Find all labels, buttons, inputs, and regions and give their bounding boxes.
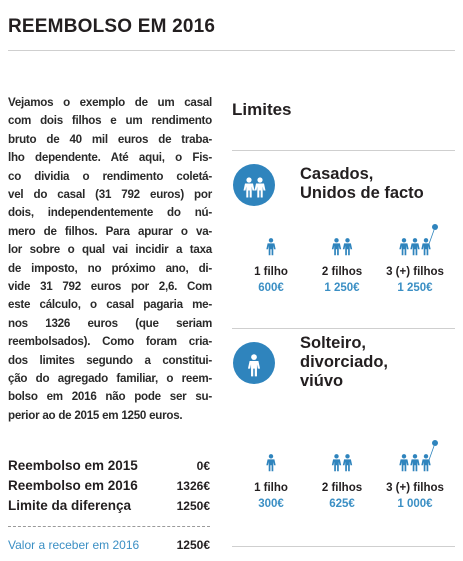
group-value: 1 250€ (397, 282, 433, 294)
group-label: 3 (+) filhos (386, 266, 444, 278)
person-head (345, 238, 350, 243)
group-value: 1 000€ (397, 498, 433, 510)
person-head (268, 454, 274, 459)
person-head (334, 238, 339, 243)
person-head (251, 354, 257, 360)
balloon (432, 224, 438, 230)
paragraph-line: lor sobre o qual vai incidir a taxa (8, 243, 212, 257)
group-value: 300€ (258, 498, 284, 510)
balloon-string (428, 229, 435, 245)
person-body (243, 183, 255, 198)
group-value: 625€ (329, 498, 355, 510)
paragraph-line: mero de filhos. Para apurar o va- (8, 224, 212, 238)
limits-title: Limites (232, 100, 292, 119)
summary-value: 0€ (196, 459, 210, 473)
title: REEMBOLSO EM 2016 (8, 16, 216, 37)
summary-value: 1250€ (176, 499, 210, 513)
section-rule (232, 150, 455, 151)
person-head (423, 454, 429, 459)
person-body (266, 459, 276, 472)
paragraph-line: bruto de 40 mil euros de traba- (8, 132, 212, 146)
paragraph-line: reembolsados). Como foram cria- (8, 335, 212, 349)
summary-divider (8, 526, 210, 527)
paragraph-line: co dividia o rendimento coletá- (8, 169, 212, 183)
person-head (257, 177, 263, 183)
summary-label: Limite da diferença (8, 498, 132, 513)
group-label: 2 filhos (321, 266, 363, 278)
paragraph-line: vel do casal (31 792 euros) por (8, 188, 212, 201)
person-head (268, 238, 274, 243)
paragraph-line: bolso em 2016 não pode ser su- (8, 390, 212, 404)
paragraph-line: com dois filhos e um rendimento (8, 114, 212, 128)
person-head (246, 177, 252, 183)
person-body (342, 243, 353, 256)
group-label: 2 filhos (321, 482, 363, 494)
group-value: 1 250€ (324, 282, 360, 294)
summary-label: Reembolso em 2016 (8, 478, 138, 493)
section-rule (232, 546, 455, 547)
person-body (342, 459, 353, 472)
person-body (399, 459, 409, 472)
paragraph-line: perior ao de 2015 em 1250 euros. (8, 408, 183, 422)
group-label: 1 filho (254, 482, 288, 494)
paragraph-line: Vejamos o exemplo de um casal (8, 96, 212, 109)
section-badge (233, 164, 275, 206)
paragraph-line: ção do agregado familiar, o reem- (8, 372, 212, 385)
section-rule (232, 328, 455, 329)
summary-label: Reembolso em 2015 (8, 458, 138, 473)
person-body (331, 243, 342, 256)
group-label: 3 (+) filhos (386, 482, 444, 494)
paragraph-line: este cálculo, o casal pagaria me- (8, 298, 212, 312)
section-heading: viúvo (300, 371, 344, 390)
balloon (432, 440, 438, 446)
section-heading: Solteiro, (300, 333, 367, 352)
total-label: Valor a receber em 2016 (8, 538, 140, 552)
person-head (334, 454, 339, 459)
summary-value: 1326€ (176, 479, 210, 493)
person-body (266, 243, 276, 256)
person-body (399, 243, 409, 256)
person-body (331, 459, 342, 472)
person-head (423, 238, 429, 243)
person-body (410, 459, 420, 472)
paragraph-line: vide 31 792 euros por 2,6. Com (8, 280, 212, 293)
paragraph-line: dos limites segundo a constitui- (8, 353, 212, 367)
title-rule (8, 50, 455, 51)
group-label: 1 filho (254, 266, 288, 278)
paragraph-line: nos 1326 euros (que seriam (8, 316, 212, 330)
paragraph-line: lho dependente. Até aqui, o Fis- (8, 151, 212, 165)
person-body (421, 459, 431, 472)
section-heading: Casados, (300, 165, 374, 183)
section-heading: divorciado, (300, 352, 389, 371)
paragraph-line: dois, independentemente do nú- (8, 206, 212, 220)
person-body (410, 243, 420, 256)
total-value: 1250€ (176, 538, 210, 552)
person-body (421, 243, 431, 256)
person-head (345, 454, 350, 459)
person-head (412, 238, 418, 243)
person-body (247, 360, 261, 377)
balloon-string (428, 445, 435, 461)
person-head (401, 238, 407, 243)
group-value: 600€ (258, 282, 284, 294)
person-body (254, 183, 266, 198)
person-head (412, 454, 418, 459)
paragraph-line: de imposto, no próximo ano, di- (8, 261, 212, 275)
person-head (401, 454, 407, 459)
section-heading: Unidos de facto (300, 184, 424, 202)
